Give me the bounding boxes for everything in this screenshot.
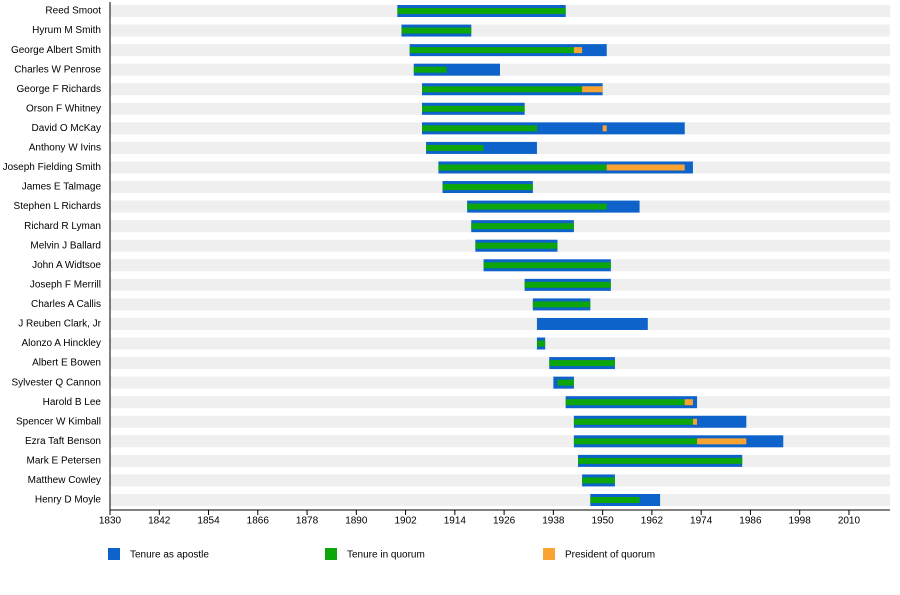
row-band <box>110 396 890 409</box>
x-tick-label: 2010 <box>838 516 861 527</box>
segment <box>565 399 685 406</box>
segment <box>422 86 583 93</box>
segment <box>422 125 537 132</box>
y-tick-label: George F Richards <box>17 84 101 95</box>
segment <box>409 47 574 54</box>
segment <box>606 164 685 171</box>
y-tick-label: John A Widtsoe <box>32 260 101 271</box>
row-band <box>110 454 890 467</box>
y-tick-label: Charles W Penrose <box>14 64 101 75</box>
y-tick-label: Joseph F Merrill <box>30 279 101 290</box>
segment <box>582 86 603 93</box>
y-tick-label: Hyrum M Smith <box>32 25 101 36</box>
segment <box>397 8 566 14</box>
y-tick-label: James E Talmage <box>22 182 102 193</box>
legend-label: Tenure as apostle <box>130 550 209 561</box>
y-tick-label: Albert E Bowen <box>32 358 101 369</box>
segment <box>422 105 525 112</box>
segment <box>573 418 693 425</box>
segment <box>471 223 574 230</box>
y-tick-label: Stephen L Richards <box>14 201 101 212</box>
y-tick-label: Matthew Cowley <box>28 475 101 486</box>
segment <box>442 184 533 191</box>
x-tick-label: 1878 <box>296 516 319 527</box>
segment <box>692 418 698 425</box>
row-band <box>110 474 890 487</box>
segment <box>467 203 607 210</box>
y-tick-label: Charles A Callis <box>31 299 101 310</box>
x-tick-label: 1950 <box>592 516 615 527</box>
row-band <box>110 337 890 350</box>
segment <box>590 497 640 503</box>
segment <box>573 438 698 445</box>
segment <box>573 47 583 54</box>
segment <box>426 144 484 151</box>
segment <box>578 457 743 464</box>
x-tick-label: 1830 <box>99 516 122 527</box>
segment <box>536 340 546 347</box>
x-tick-label: 1974 <box>690 516 713 527</box>
y-tick-label: Sylvester Q Cannon <box>12 377 102 388</box>
y-tick-label: Alonzo A Hinckley <box>22 338 102 349</box>
x-tick-label: 1962 <box>641 516 664 527</box>
x-tick-label: 1914 <box>444 516 467 527</box>
x-tick-label: 1926 <box>493 516 516 527</box>
legend-label: Tenure in quorum <box>347 550 425 561</box>
y-tick-label: Anthony W Ivins <box>29 143 101 154</box>
y-tick-label: Richard R Lyman <box>24 221 101 232</box>
y-tick-label: J Reuben Clark, Jr <box>18 319 101 330</box>
row-band <box>110 376 890 389</box>
y-tick-label: Orson F Whitney <box>26 103 101 114</box>
segment <box>602 125 607 132</box>
x-tick-label: 1866 <box>247 516 270 527</box>
segment <box>413 66 447 73</box>
row-band <box>110 317 890 330</box>
row-band <box>110 298 890 311</box>
segment <box>684 399 693 406</box>
y-tick-label: Mark E Petersen <box>27 456 101 467</box>
y-tick-label: David O McKay <box>32 123 101 134</box>
y-tick-label: Joseph Fielding Smith <box>3 162 101 173</box>
segment <box>549 360 615 367</box>
segment <box>697 438 747 445</box>
segment <box>582 477 615 484</box>
row-band <box>110 24 890 37</box>
segment <box>483 262 611 269</box>
x-tick-label: 1986 <box>739 516 762 527</box>
row-band <box>110 494 890 506</box>
row-band <box>110 278 890 291</box>
segment <box>438 164 607 171</box>
y-tick-label: Henry D Moyle <box>35 495 102 506</box>
x-tick-label: 1890 <box>345 516 368 527</box>
y-tick-label: Harold B Lee <box>43 397 102 408</box>
segment <box>524 281 611 288</box>
row-band <box>110 415 890 428</box>
row-band <box>110 357 890 370</box>
x-tick-label: 1842 <box>148 516 171 527</box>
x-tick-label: 1938 <box>542 516 565 527</box>
x-tick-label: 1854 <box>197 516 220 527</box>
y-tick-label: Ezra Taft Benson <box>25 436 101 447</box>
y-tick-label: Reed Smoot <box>45 6 101 17</box>
legend-swatch <box>325 548 337 560</box>
segment <box>401 27 472 34</box>
legend-swatch <box>108 548 120 560</box>
y-tick-label: George Albert Smith <box>11 45 101 56</box>
segment <box>532 301 591 308</box>
segment <box>557 379 574 386</box>
legend-swatch <box>543 548 555 560</box>
legend-label: President of quorum <box>565 550 655 561</box>
y-tick-label: Melvin J Ballard <box>30 240 101 251</box>
x-tick-label: 1902 <box>394 516 417 527</box>
segment <box>536 317 648 330</box>
segment <box>475 242 558 249</box>
y-tick-label: Spencer W Kimball <box>16 416 101 427</box>
x-tick-label: 1998 <box>789 516 812 527</box>
